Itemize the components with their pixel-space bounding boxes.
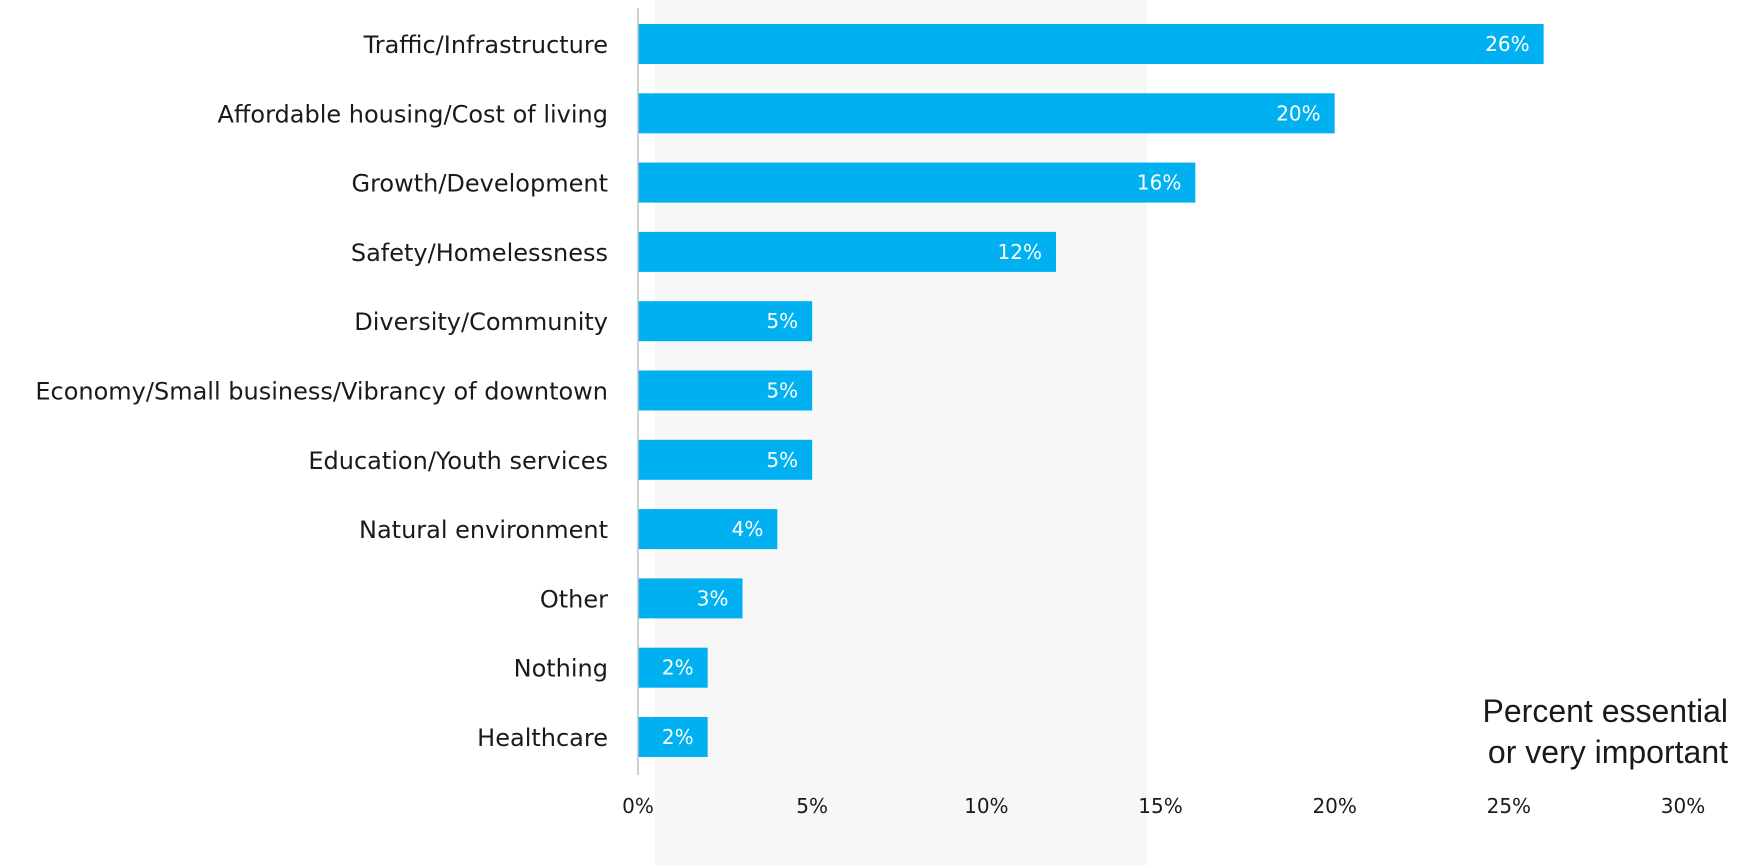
x-tick-label: 0% (622, 794, 654, 818)
data-label: 12% (998, 240, 1042, 264)
bar (638, 301, 813, 342)
bar (638, 717, 708, 757)
bar (638, 93, 1335, 134)
data-label: 3% (697, 586, 729, 610)
category-label: Education/Youth services (308, 447, 608, 475)
annotation-line-2: or very important (1488, 734, 1728, 770)
category-label: Safety/Homelessness (351, 239, 608, 267)
category-label: Nothing (514, 655, 608, 683)
x-tick-label: 30% (1661, 794, 1705, 818)
shaded-background-band (655, 0, 1147, 865)
data-label: 26% (1485, 32, 1529, 56)
category-label: Affordable housing/Cost of living (217, 100, 608, 128)
category-label: Diversity/Community (354, 308, 608, 336)
category-label: Traffic/Infrastructure (363, 31, 608, 59)
bar (638, 162, 1196, 203)
bar (638, 24, 1544, 64)
bar (638, 578, 743, 619)
category-label: Growth/Development (351, 170, 608, 198)
bar (638, 231, 1056, 272)
bar (638, 647, 708, 688)
x-tick-label: 15% (1138, 794, 1182, 818)
data-label: 5% (766, 379, 798, 403)
data-label: 20% (1276, 101, 1320, 125)
data-label: 16% (1137, 171, 1181, 195)
bar (638, 439, 813, 480)
x-tick-label: 20% (1312, 794, 1356, 818)
x-tick-labels: 0% 5% 10% 15% 20% 25% 30% (622, 794, 1705, 818)
data-label: 5% (766, 309, 798, 333)
data-label: 5% (766, 448, 798, 472)
x-tick-label: 10% (964, 794, 1008, 818)
category-label: Other (540, 585, 608, 613)
bars-group: 26% 20% 16% 12% 5% 5% 5% 4% 3% 2% 2% (638, 24, 1544, 757)
bar (638, 509, 778, 550)
data-label: 4% (732, 517, 764, 541)
category-label: Healthcare (477, 724, 608, 752)
x-tick-label: 25% (1487, 794, 1531, 818)
data-label: 2% (662, 656, 694, 680)
bar (638, 370, 813, 411)
annotation-line-1: Percent essential (1483, 693, 1728, 729)
category-label: Economy/Small business/Vibrancy of downt… (35, 378, 608, 406)
category-labels: Traffic/Infrastructure Affordable housing… (35, 31, 608, 752)
data-label: 2% (662, 725, 694, 749)
x-tick-label: 5% (796, 794, 828, 818)
category-label: Natural environment (359, 516, 608, 544)
